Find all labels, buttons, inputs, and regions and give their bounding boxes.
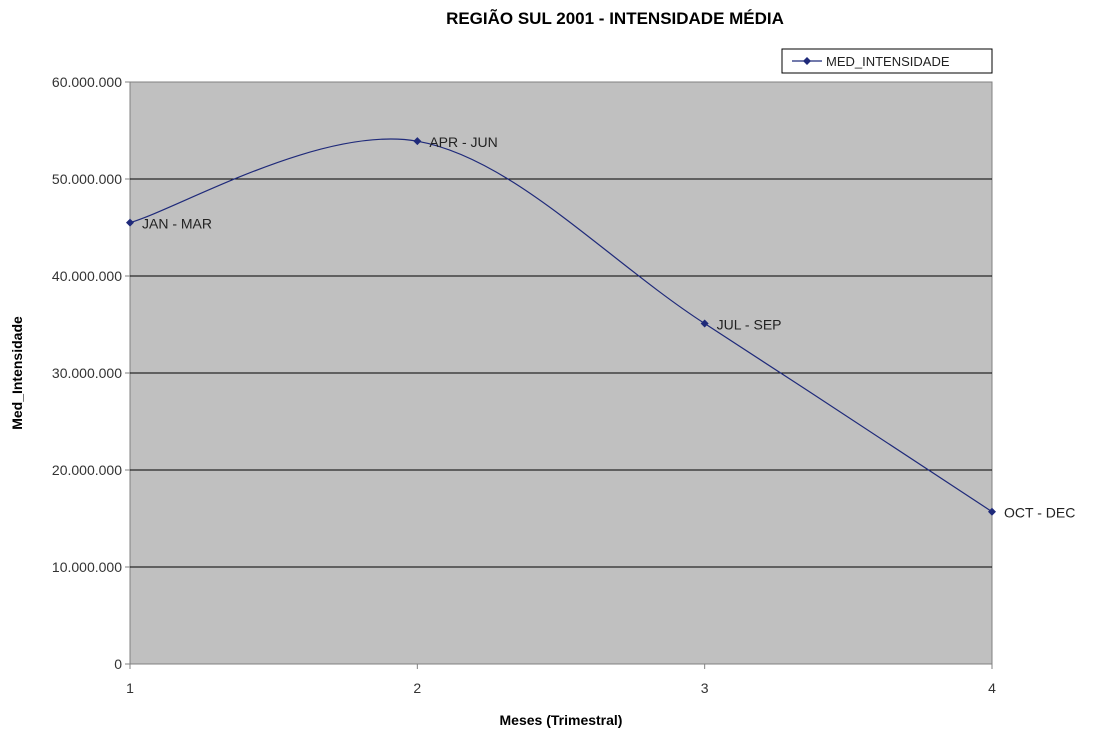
y-tick-label: 20.000.000 <box>52 462 122 478</box>
series-line <box>129 138 993 513</box>
gridlines <box>130 178 992 568</box>
y-tick-label: 30.000.000 <box>52 365 122 381</box>
data-point <box>988 507 996 516</box>
x-tick-label: 2 <box>413 680 421 696</box>
y-tick-label: 60.000.000 <box>52 74 122 90</box>
data-label: OCT - DEC <box>1004 505 1075 521</box>
y-axis-ticks: 0 10.000.000 20.000.000 30.000.000 40.000.00… <box>52 74 130 672</box>
x-axis-ticks: 1 2 3 4 <box>126 664 996 696</box>
data-label: APR - JUN <box>429 134 497 150</box>
data-point <box>700 319 709 328</box>
chart-title: REGIÃO SUL 2001 - INTENSIDADE MÉDIA <box>446 8 784 28</box>
x-tick-label: 3 <box>701 680 709 696</box>
legend-entry-label: MED_INTENSIDADE <box>826 54 950 69</box>
data-point <box>413 137 422 146</box>
legend-marker-swatch <box>803 57 811 65</box>
data-label: JUL - SEP <box>717 317 782 333</box>
x-tick-label: 1 <box>126 680 134 696</box>
y-axis-title: Med_Intensidade <box>9 316 25 430</box>
x-axis-title: Meses (Trimestral) <box>500 712 623 728</box>
y-tick-label: 40.000.000 <box>52 268 122 284</box>
data-label: JAN - MAR <box>142 216 212 232</box>
y-tick-label: 50.000.000 <box>52 171 122 187</box>
series-layer: JAN - MAR APR - JUN JUL - SEP OCT - DEC <box>126 134 1075 521</box>
legend: MED_INTENSIDADE <box>781 48 993 74</box>
y-tick-label: 0 <box>114 656 122 672</box>
data-point <box>126 218 134 227</box>
x-tick-label: 4 <box>988 680 996 696</box>
y-tick-label: 10.000.000 <box>52 559 122 575</box>
